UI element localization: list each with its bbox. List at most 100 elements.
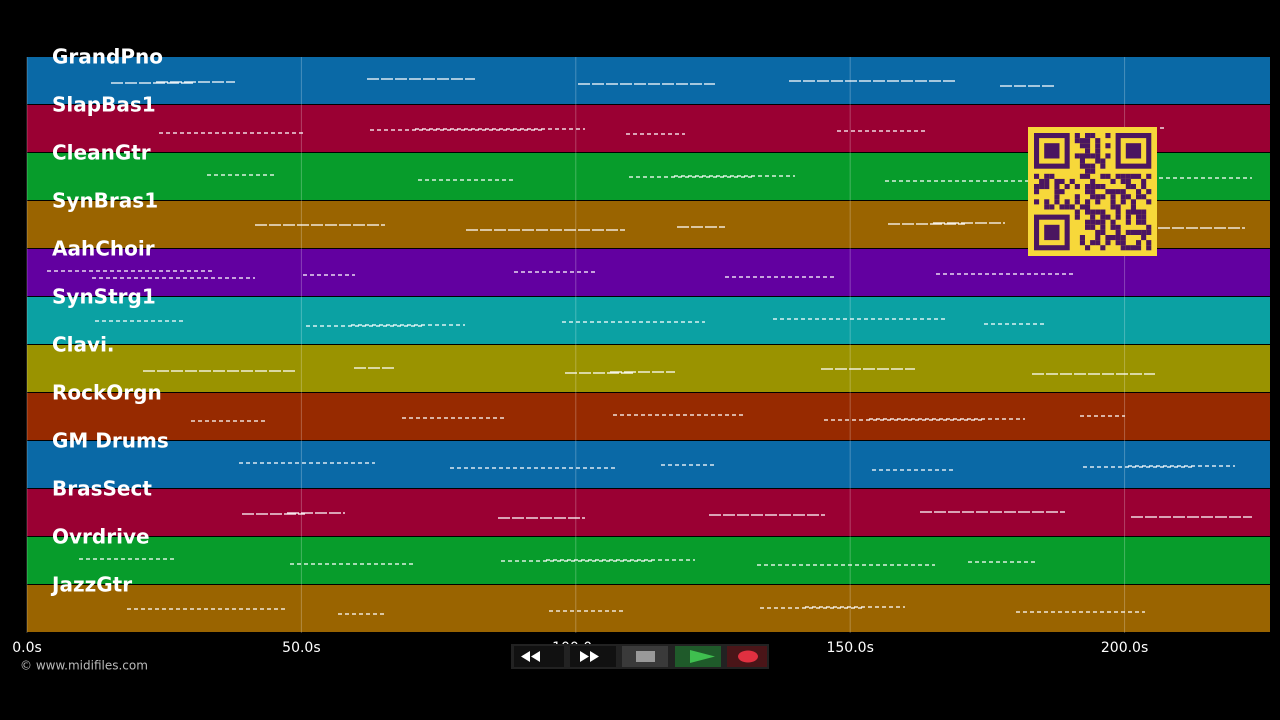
qr-cell — [1074, 133, 1080, 139]
qr-cell — [1105, 240, 1111, 246]
qr-cell — [1105, 214, 1111, 220]
qr-cell — [1115, 224, 1121, 230]
qr-cell — [1125, 229, 1131, 235]
qr-cell — [1044, 184, 1050, 190]
qr-cell — [1136, 173, 1142, 179]
qr-cell — [1141, 194, 1147, 200]
play-icon — [690, 650, 715, 663]
qr-cell — [1034, 173, 1040, 179]
qr-cell — [1085, 133, 1091, 139]
qr-cell — [1100, 229, 1106, 235]
qr-cell — [1095, 148, 1101, 154]
qr-cell — [1095, 229, 1101, 235]
qr-cell — [1090, 184, 1096, 190]
qr-cell — [1141, 229, 1147, 235]
qr-cell — [1085, 189, 1091, 195]
qr-cell — [1110, 194, 1116, 200]
qr-cell — [1146, 189, 1152, 195]
qr-cell — [1074, 138, 1080, 144]
labels: GrandPno SlapBas1 CleanGtr SynBras1 AahChoir… — [50, 45, 169, 597]
qr-cell — [1085, 173, 1091, 179]
track-label: BrasSect — [52, 477, 152, 501]
stop-button[interactable] — [622, 646, 668, 667]
qr-cell — [1085, 199, 1091, 205]
qr-cell — [1079, 158, 1085, 164]
qr-cell — [1105, 133, 1111, 139]
qr-cell — [1054, 189, 1060, 195]
qr-cell — [1095, 235, 1101, 241]
track-label: SynBras1 — [52, 189, 158, 213]
rewind-button[interactable] — [514, 646, 564, 667]
qr-cell — [1095, 184, 1101, 190]
qr-cell — [1146, 224, 1152, 230]
qr-cell — [1090, 224, 1096, 230]
play-button[interactable] — [675, 646, 721, 667]
qr-cell — [1136, 219, 1142, 225]
qr-cell — [1085, 148, 1091, 154]
qr-cell — [1125, 209, 1131, 215]
qr-cell — [1115, 229, 1121, 235]
qr-cell — [1110, 224, 1116, 230]
qr-cell — [1079, 143, 1085, 149]
track-label: Clavi. — [52, 333, 115, 357]
qr-cell — [1120, 173, 1126, 179]
credit: © www.midifiles.com — [20, 659, 148, 673]
qr-code — [1028, 127, 1157, 256]
qr-cell — [1095, 194, 1101, 200]
record-icon — [738, 650, 758, 663]
qr-cell — [1049, 204, 1055, 210]
qr-finder — [1044, 224, 1060, 241]
qr-cell — [1085, 184, 1091, 190]
qr-cell — [1085, 245, 1091, 251]
qr-cell — [1049, 173, 1055, 179]
qr-cell — [1125, 194, 1131, 200]
qr-cell — [1085, 143, 1091, 149]
track-lane — [27, 441, 1270, 488]
qr-cell — [1100, 214, 1106, 220]
qr-cell — [1115, 235, 1121, 241]
track-lane — [27, 489, 1270, 536]
qr-cell — [1054, 184, 1060, 190]
qr-cell — [1136, 189, 1142, 195]
qr-cell — [1074, 209, 1080, 215]
qr-cell — [1044, 204, 1050, 210]
track-lane — [27, 249, 1270, 296]
qr-cell — [1039, 184, 1045, 190]
qr-cell — [1100, 184, 1106, 190]
qr-cell — [1074, 153, 1080, 159]
qr-cell — [1074, 184, 1080, 190]
qr-cell — [1090, 133, 1096, 139]
qr-cell — [1141, 209, 1147, 215]
tick-label: 0.0s — [12, 640, 42, 656]
qr-cell — [1069, 178, 1075, 184]
qr-cell — [1064, 204, 1070, 210]
qr-cell — [1120, 245, 1126, 251]
qr-cell — [1079, 204, 1085, 210]
qr-cell — [1054, 178, 1060, 184]
qr-cell — [1044, 173, 1050, 179]
qr-cell — [1090, 168, 1096, 174]
forward-icon — [580, 651, 599, 662]
qr-cell — [1100, 194, 1106, 200]
qr-cell — [1130, 229, 1136, 235]
qr-cell — [1115, 204, 1121, 210]
qr-cell — [1110, 178, 1116, 184]
qr-cell — [1146, 199, 1152, 205]
qr-cell — [1141, 184, 1147, 190]
qr-cell — [1090, 189, 1096, 195]
record-button[interactable] — [727, 646, 767, 667]
qr-cell — [1141, 214, 1147, 220]
track-label: Ovrdrive — [52, 525, 150, 549]
forward-button[interactable] — [570, 646, 616, 667]
qr-cell — [1090, 214, 1096, 220]
qr-cell — [1059, 204, 1065, 210]
qr-cell — [1095, 153, 1101, 159]
qr-cell — [1125, 245, 1131, 251]
qr-cell — [1095, 209, 1101, 215]
qr-cell — [1085, 209, 1091, 215]
qr-cell — [1146, 245, 1152, 251]
qr-cell — [1100, 163, 1106, 169]
qr-cell — [1079, 235, 1085, 241]
track-lane — [27, 297, 1270, 344]
